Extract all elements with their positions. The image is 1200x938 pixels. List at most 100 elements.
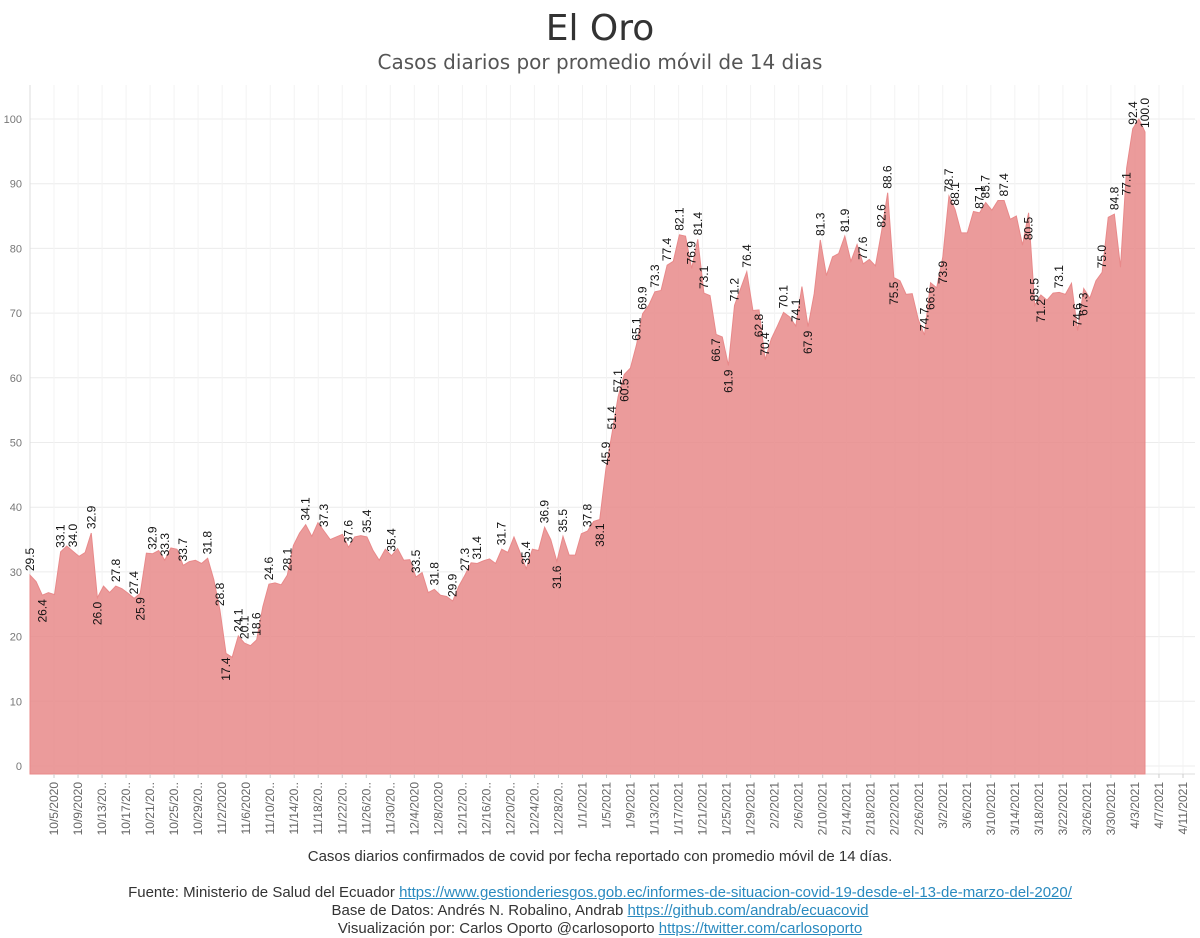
x-tick-label: 1/13/2021 xyxy=(648,782,662,836)
y-tick-label: 30 xyxy=(10,567,22,579)
x-tick-label: 12/24/20.. xyxy=(527,782,541,835)
viz-link[interactable]: https://twitter.com/carlosoporto xyxy=(658,920,863,937)
x-tick-label: 11/2/2020 xyxy=(215,782,229,835)
data-label: 60.5 xyxy=(617,378,631,402)
db-prefix: Base de Datos: Andrés N. Robalino, Andra… xyxy=(331,902,628,919)
data-label: 71.2 xyxy=(728,278,742,302)
y-tick-label: 70 xyxy=(10,308,22,320)
data-label: 85.5 xyxy=(1028,278,1042,302)
chart-title: El Oro xyxy=(545,8,655,49)
data-label: 27.3 xyxy=(458,547,472,571)
data-label: 67.9 xyxy=(801,330,815,354)
data-label: 37.3 xyxy=(317,503,331,527)
data-label: 51.4 xyxy=(605,406,619,430)
data-label: 80.5 xyxy=(1022,216,1036,240)
x-tick-label: 3/10/2021 xyxy=(984,782,998,836)
y-tick-label: 10 xyxy=(10,696,22,708)
data-label: 35.4 xyxy=(360,509,374,533)
data-label: 67.3 xyxy=(1077,292,1091,316)
data-label: 73.3 xyxy=(648,264,662,288)
x-tick-label: 12/8/2020 xyxy=(431,782,445,836)
x-tick-label: 4/11/2021 xyxy=(1176,782,1190,835)
chart-subtitle: Casos diarios por promedio móvil de 14 d… xyxy=(377,50,823,74)
data-label: 34.1 xyxy=(299,497,313,521)
data-label: 85.7 xyxy=(979,175,993,199)
data-label: 29.9 xyxy=(446,573,460,597)
data-label: 78.7 xyxy=(942,168,956,192)
x-tick-label: 11/14/20.. xyxy=(287,782,301,835)
x-tick-label: 2/22/2021 xyxy=(888,782,902,836)
data-label: 27.4 xyxy=(127,571,141,595)
x-tick-label: 3/2/2021 xyxy=(936,782,950,829)
footer-visualization: Visualización por: Carlos Oporto @carlos… xyxy=(0,920,1200,937)
data-label: 26.4 xyxy=(35,599,49,623)
viz-prefix: Visualización por: Carlos Oporto @carlos… xyxy=(337,920,659,937)
x-tick-label: 12/20/20.. xyxy=(503,782,517,835)
data-label: 74.7 xyxy=(917,307,931,331)
data-label: 65.1 xyxy=(630,317,644,341)
x-tick-label: 1/1/2021 xyxy=(575,782,589,829)
data-label: 76.9 xyxy=(685,241,699,265)
data-label: 33.1 xyxy=(54,524,68,548)
data-label: 82.1 xyxy=(672,207,686,231)
data-label: 33.5 xyxy=(409,549,423,573)
data-label: 74.1 xyxy=(789,298,803,322)
data-label: 32.9 xyxy=(146,526,160,550)
x-tick-label: 1/21/2021 xyxy=(696,782,710,836)
data-label: 27.8 xyxy=(109,558,123,582)
x-tick-label: 2/2/2021 xyxy=(768,782,782,829)
data-label: 26.0 xyxy=(90,601,104,625)
x-tick-label: 11/10/20.. xyxy=(263,782,277,835)
data-label: 33.7 xyxy=(176,538,190,562)
data-label: 77.6 xyxy=(856,236,870,260)
data-label: 18.6 xyxy=(250,612,264,636)
footer-source: Fuente: Ministerio de Salud del Ecuador … xyxy=(0,884,1200,901)
y-tick-label: 20 xyxy=(10,632,22,644)
data-labels: 29.5 26.4 33.134.0 32.9 26.0 27.8 27.4 25.9 32.9… xyxy=(23,98,1152,681)
x-tick-label: 12/4/2020 xyxy=(407,782,421,836)
data-label: 32.9 xyxy=(84,505,98,529)
x-tick-label: 10/29/20.. xyxy=(191,782,205,835)
data-label: 70.1 xyxy=(777,285,791,309)
data-label: 31.8 xyxy=(427,562,441,586)
x-tick-label: 11/26/20.. xyxy=(359,782,373,835)
x-tick-label: 2/14/2021 xyxy=(840,782,854,836)
data-label: 24.1 xyxy=(231,608,245,632)
x-tick-label: 1/25/2021 xyxy=(720,782,734,836)
x-tick-label: 10/25/20.. xyxy=(167,782,181,835)
data-label: 33.3 xyxy=(158,533,172,557)
y-tick-label: 80 xyxy=(10,243,22,255)
x-tick-label: 3/6/2021 xyxy=(960,782,974,829)
x-tick-label: 1/29/2021 xyxy=(744,782,758,836)
data-label: 35.4 xyxy=(519,541,533,565)
data-label: 87.4 xyxy=(997,173,1011,197)
x-tick-label: 12/28/20.. xyxy=(551,782,565,835)
y-tick-label: 40 xyxy=(10,502,22,514)
data-label: 29.5 xyxy=(23,547,37,571)
db-link[interactable]: https://github.com/andrab/ecuacovid xyxy=(627,902,869,919)
data-label: 76.4 xyxy=(740,244,754,268)
footer-database: Base de Datos: Andrés N. Robalino, Andra… xyxy=(0,902,1200,919)
data-label: 88.1 xyxy=(948,182,962,206)
y-tick-label: 50 xyxy=(10,438,22,450)
y-tick-label: 90 xyxy=(10,179,22,191)
data-label: 75.0 xyxy=(1095,245,1109,269)
data-label: 81.9 xyxy=(838,208,852,232)
x-tick-label: 3/22/2021 xyxy=(1056,782,1070,836)
caption: Casos diarios confirmados de covid por f… xyxy=(307,848,893,865)
area-chart: 10/5/2020 10/9/2020 10/13/20.. 10/17/20.. 10… xyxy=(4,85,1195,836)
x-tick-label: 10/5/2020 xyxy=(47,782,61,836)
source-link[interactable]: https://www.gestionderiesgos.gob.ec/info… xyxy=(399,884,1072,901)
data-label: 82.6 xyxy=(875,204,889,228)
data-label: 36.9 xyxy=(538,500,552,524)
data-label: 73.1 xyxy=(1052,265,1066,289)
data-label: 74.6 xyxy=(1071,303,1085,327)
data-label: 34.0 xyxy=(66,524,80,548)
data-label: 37.8 xyxy=(581,503,595,527)
data-label: 35.5 xyxy=(556,509,570,533)
data-label: 92.4 xyxy=(1126,101,1140,125)
data-label: 73.9 xyxy=(936,260,950,284)
x-tick-label: 4/3/2021 xyxy=(1128,782,1142,829)
x-tick-label: 3/30/2021 xyxy=(1104,782,1118,836)
source-prefix: Fuente: Ministerio de Salud del Ecuador xyxy=(128,884,400,901)
